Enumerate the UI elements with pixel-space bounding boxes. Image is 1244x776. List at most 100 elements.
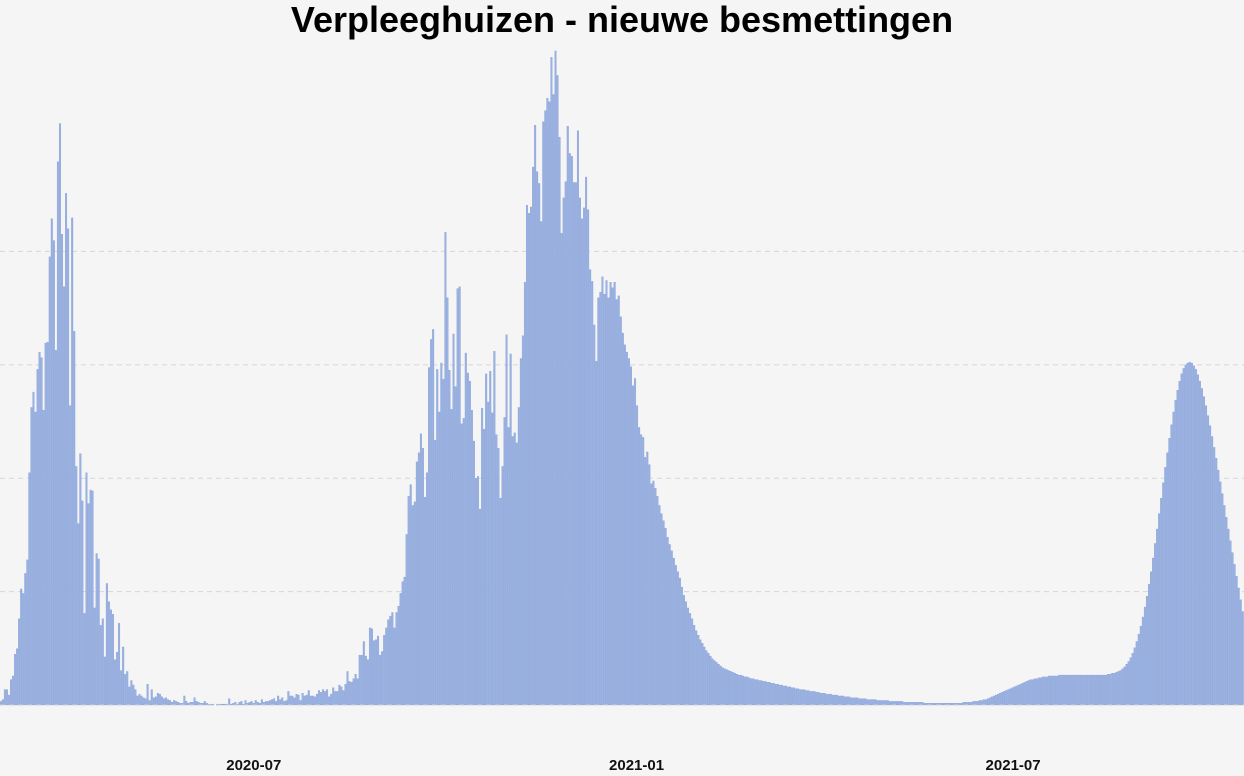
bar xyxy=(169,700,172,706)
x-tick-label: 2020-07 xyxy=(226,757,281,774)
bar xyxy=(368,627,371,706)
bar xyxy=(505,334,508,706)
bar xyxy=(1231,552,1234,706)
bar xyxy=(405,534,408,706)
bar xyxy=(648,464,651,706)
bar xyxy=(1076,674,1079,706)
bar xyxy=(833,694,836,706)
bar xyxy=(842,695,845,706)
bar xyxy=(997,693,1000,706)
bar xyxy=(160,696,163,706)
bar xyxy=(266,701,269,706)
bar xyxy=(854,697,857,706)
bar xyxy=(385,627,388,706)
bar xyxy=(1088,674,1091,706)
bar xyxy=(61,234,63,706)
bar xyxy=(12,675,15,706)
bar xyxy=(768,682,771,706)
bar xyxy=(958,703,961,706)
bar xyxy=(564,181,567,706)
bar xyxy=(415,461,418,706)
bar xyxy=(615,299,618,706)
bar xyxy=(642,437,645,706)
bar xyxy=(1048,675,1050,706)
bar xyxy=(95,553,98,706)
bar xyxy=(293,697,296,706)
bar xyxy=(611,287,614,706)
bar xyxy=(381,651,384,706)
bar xyxy=(42,410,45,706)
bar xyxy=(693,625,696,706)
bar xyxy=(1235,576,1238,706)
bar xyxy=(1213,447,1216,706)
bar xyxy=(419,433,422,706)
bar xyxy=(1137,634,1140,706)
bar xyxy=(925,703,928,706)
bar xyxy=(222,703,225,706)
bar xyxy=(1043,676,1046,706)
bar xyxy=(789,686,792,706)
bar xyxy=(805,690,808,706)
bar xyxy=(1170,424,1173,706)
bar xyxy=(740,674,743,706)
bar xyxy=(38,351,41,706)
bar xyxy=(342,690,345,706)
bar xyxy=(1021,683,1024,706)
bar xyxy=(475,478,477,706)
bar xyxy=(972,701,975,706)
bar xyxy=(519,358,522,706)
bar xyxy=(1050,675,1053,706)
bar xyxy=(109,609,112,706)
bar xyxy=(731,672,734,706)
bar xyxy=(860,698,863,706)
bar xyxy=(984,699,987,706)
bar xyxy=(48,256,51,706)
bar xyxy=(736,674,738,706)
bar xyxy=(1101,674,1104,706)
bar xyxy=(167,699,170,706)
bar xyxy=(1178,380,1181,706)
bar xyxy=(680,586,683,706)
bar xyxy=(146,683,149,706)
bar xyxy=(521,335,524,706)
bar xyxy=(28,472,31,706)
bar xyxy=(1109,674,1112,706)
bar xyxy=(328,696,331,706)
bar xyxy=(640,434,643,706)
bar xyxy=(1003,691,1006,706)
bar xyxy=(895,701,898,706)
bar xyxy=(116,652,119,706)
bar xyxy=(18,618,21,706)
bar xyxy=(1105,674,1108,706)
bar xyxy=(697,635,700,706)
bar xyxy=(1039,677,1042,706)
bar xyxy=(670,550,673,706)
bar xyxy=(107,601,110,706)
bar xyxy=(1233,564,1236,706)
bar xyxy=(52,240,55,706)
bar xyxy=(472,440,475,706)
bar xyxy=(360,654,363,706)
bar xyxy=(581,218,583,706)
bar xyxy=(44,342,47,706)
bar xyxy=(58,123,61,706)
bar xyxy=(764,681,767,706)
bar xyxy=(185,701,188,706)
bar xyxy=(495,434,498,706)
bar xyxy=(281,697,284,706)
bar xyxy=(978,700,981,706)
bar xyxy=(583,207,586,706)
bar xyxy=(142,697,145,706)
bar xyxy=(915,702,918,706)
bar xyxy=(187,703,190,706)
bar xyxy=(250,701,253,706)
bar xyxy=(532,166,535,706)
bar xyxy=(801,689,804,706)
bar xyxy=(807,690,810,706)
bar xyxy=(1115,672,1118,706)
bar xyxy=(689,613,692,706)
bar xyxy=(660,513,663,706)
bar xyxy=(395,612,398,706)
bar xyxy=(448,370,451,706)
bar xyxy=(882,700,885,706)
